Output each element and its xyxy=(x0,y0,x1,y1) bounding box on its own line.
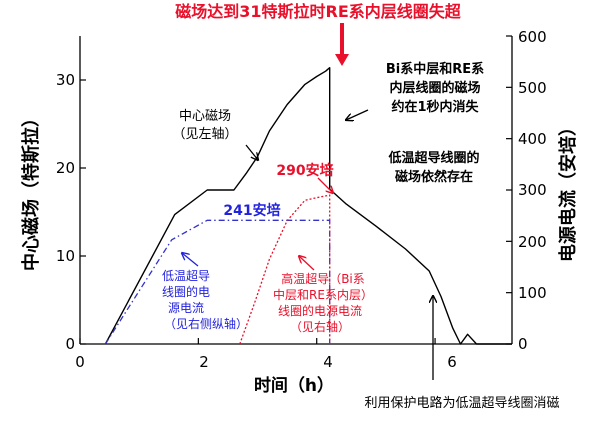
annotation-lts-current-line4: （见右侧纵轴） xyxy=(164,316,248,331)
annotation-lts-current-line1: 低温超导 xyxy=(162,268,210,283)
annotation-field-label: 中心磁场 xyxy=(179,109,231,124)
y-right-tick-label: 500 xyxy=(518,79,547,97)
y-left-tick-label: 30 xyxy=(56,71,75,89)
annotation-lts-field-line1: 低温超导线圈的 xyxy=(387,150,479,166)
annotation-hts-current-line2: 中层和RE系内层） xyxy=(273,287,373,302)
annotation-290a: 290安培 xyxy=(276,162,333,179)
lts-coil-current-line xyxy=(104,219,331,345)
annotation-lts-current-arrow xyxy=(182,253,199,267)
y-right-tick-labels: 0 100 200 300 400 500 600 xyxy=(518,28,547,353)
x-axis-label: 时间（h） xyxy=(254,375,334,396)
x-tick-label: 0 xyxy=(75,353,85,371)
annotation-hts-current-line1: 高温超导（Bi系 xyxy=(281,271,365,286)
y-right-tick-label: 100 xyxy=(518,284,547,302)
central-field-line xyxy=(104,66,512,345)
y-right-tick-label: 200 xyxy=(518,233,547,251)
annotation-lts-current-line3: 源电流 xyxy=(168,301,204,315)
y-right-tick-label: 600 xyxy=(518,28,547,46)
y-right-axis-label: 电源电流（安培） xyxy=(557,118,579,262)
annotation-field-axis: （见左轴） xyxy=(172,127,237,142)
y-left-tick-label: 10 xyxy=(56,247,75,265)
y-left-tick-label: 20 xyxy=(56,159,75,177)
x-tick-label: 6 xyxy=(447,353,457,371)
quench-arrow-head xyxy=(335,54,349,66)
annotation-241a: 241安培 xyxy=(223,202,280,219)
annotation-vanish-line2: 内层线圈的磁场 xyxy=(389,80,480,96)
annotation-protection: 利用保护电路为低温超导线圈消磁 xyxy=(364,395,559,411)
annotation-hts-current-arrow xyxy=(299,256,315,271)
annotation-vanish-line3: 约在1秒内消失 xyxy=(391,99,479,115)
chart-title: 磁场达到31特斯拉时RE系内层线圈失超 xyxy=(175,2,462,21)
annotation-lts-field-line2: 磁场依然存在 xyxy=(395,169,473,185)
x-tick-labels: 0 2 4 6 xyxy=(75,353,457,371)
series-layer xyxy=(104,66,512,345)
annotation-field-arrow xyxy=(245,144,258,160)
y-right-tick-label: 300 xyxy=(518,181,547,199)
x-tick-label: 4 xyxy=(323,353,333,371)
annotation-vanish-line1: Bi系中层和RE系 xyxy=(386,61,484,77)
annotation-lts-current-line2: 线圈的电 xyxy=(162,284,210,299)
annotation-290a-arrow xyxy=(317,177,333,193)
y-right-tick-label: 0 xyxy=(518,335,528,353)
annotation-hts-current-line3: 线圈的电源电流 xyxy=(278,303,362,318)
y-left-tick-label: 0 xyxy=(65,335,75,353)
y-left-axis-label: 中心磁场（特斯拉） xyxy=(20,109,42,271)
annotation-hts-current-line4: （见右轴） xyxy=(290,319,350,334)
y-right-tick-label: 400 xyxy=(518,130,547,148)
y-left-tick-labels: 0 10 20 30 xyxy=(56,71,75,353)
x-tick-label: 2 xyxy=(199,353,209,371)
hts-coil-current-line xyxy=(239,194,331,345)
annotation-vanish-arrow xyxy=(346,109,369,120)
